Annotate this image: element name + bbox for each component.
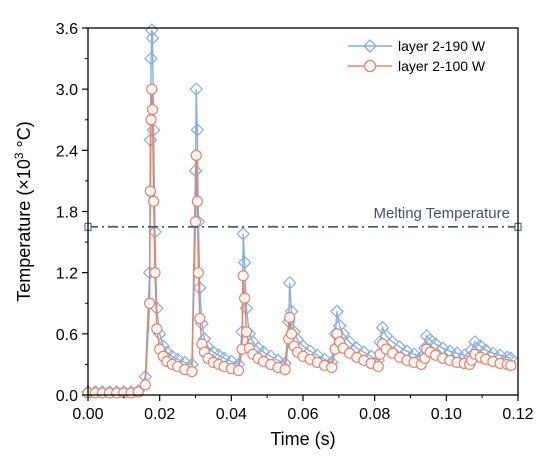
x-tick-label: 0.02 <box>144 406 175 423</box>
legend-entry-190w: layer 2-190 W <box>348 38 486 54</box>
data-point <box>330 304 344 319</box>
legend-label-190w: layer 2-190 W <box>398 38 486 54</box>
data-point <box>189 216 202 228</box>
x-tick-label: 0.10 <box>431 406 462 423</box>
data-point <box>282 276 297 290</box>
data-point <box>191 195 203 207</box>
data-point <box>194 312 206 325</box>
x-axis-title: Time (s) <box>270 429 335 449</box>
data-point <box>145 31 160 46</box>
legend-label-100w: layer 2-100 W <box>398 58 486 74</box>
data-point <box>240 326 252 338</box>
data-point <box>237 270 249 282</box>
legend-marker-diamond <box>363 39 377 53</box>
data-point <box>139 379 151 391</box>
melting-temperature-annotation: Melting Temperature <box>374 205 510 222</box>
y-tick-label: 2.4 <box>56 143 78 160</box>
data-point <box>232 364 245 377</box>
data-point <box>192 281 207 295</box>
data-point <box>237 255 252 270</box>
data-point <box>144 185 156 197</box>
data-point <box>192 267 204 279</box>
data-point <box>468 335 482 349</box>
series-100w <box>82 83 517 399</box>
legend-entry-100w: layer 2-100 W <box>348 58 486 74</box>
data-point <box>190 149 202 162</box>
x-tick-label: 0.12 <box>502 406 533 423</box>
y-tick-label: 3.0 <box>56 82 78 99</box>
data-point <box>149 267 161 279</box>
x-tick-label: 0.06 <box>287 406 318 423</box>
data-point <box>236 227 251 241</box>
data-point <box>326 361 338 374</box>
axis-ticks: 0.00 0.02 0.04 0.06 0.08 0.10 0.12 0.0 0.6 1.2 1.8… <box>56 21 534 423</box>
data-point <box>238 292 251 304</box>
y-axis-title-suffix: °C) <box>14 121 34 152</box>
data-point <box>186 365 198 378</box>
data-point <box>147 195 160 207</box>
data-point <box>372 360 384 373</box>
data-point <box>189 82 204 97</box>
data-point <box>190 123 205 137</box>
y-axis-title: Temperature (×103 °C) <box>12 121 34 301</box>
x-tick-label: 0.00 <box>72 406 103 423</box>
series-layer <box>81 23 518 399</box>
legend-marker-circle <box>363 59 377 73</box>
y-tick-label: 3.6 <box>56 21 78 38</box>
y-tick-label: 0.0 <box>56 388 78 405</box>
data-point <box>145 114 157 126</box>
y-tick-label: 0.6 <box>56 327 78 344</box>
data-point <box>284 311 296 324</box>
data-point <box>285 328 298 340</box>
data-point <box>151 323 163 335</box>
data-point <box>146 83 158 95</box>
data-point <box>505 359 517 372</box>
y-tick-label: 1.2 <box>56 266 78 283</box>
data-point <box>144 297 156 309</box>
data-point <box>146 123 161 137</box>
y-axis-title-prefix: Temperature (×10 <box>14 159 34 302</box>
y-axis-title-superscript: 3 <box>12 152 26 159</box>
data-point <box>279 363 291 376</box>
data-point <box>144 51 158 66</box>
data-point <box>146 103 159 116</box>
y-tick-label: 1.8 <box>56 205 78 222</box>
x-tick-label: 0.04 <box>216 406 247 423</box>
x-tick-label: 0.08 <box>359 406 390 423</box>
legend: layer 2-190 W layer 2-100 W <box>348 38 486 74</box>
